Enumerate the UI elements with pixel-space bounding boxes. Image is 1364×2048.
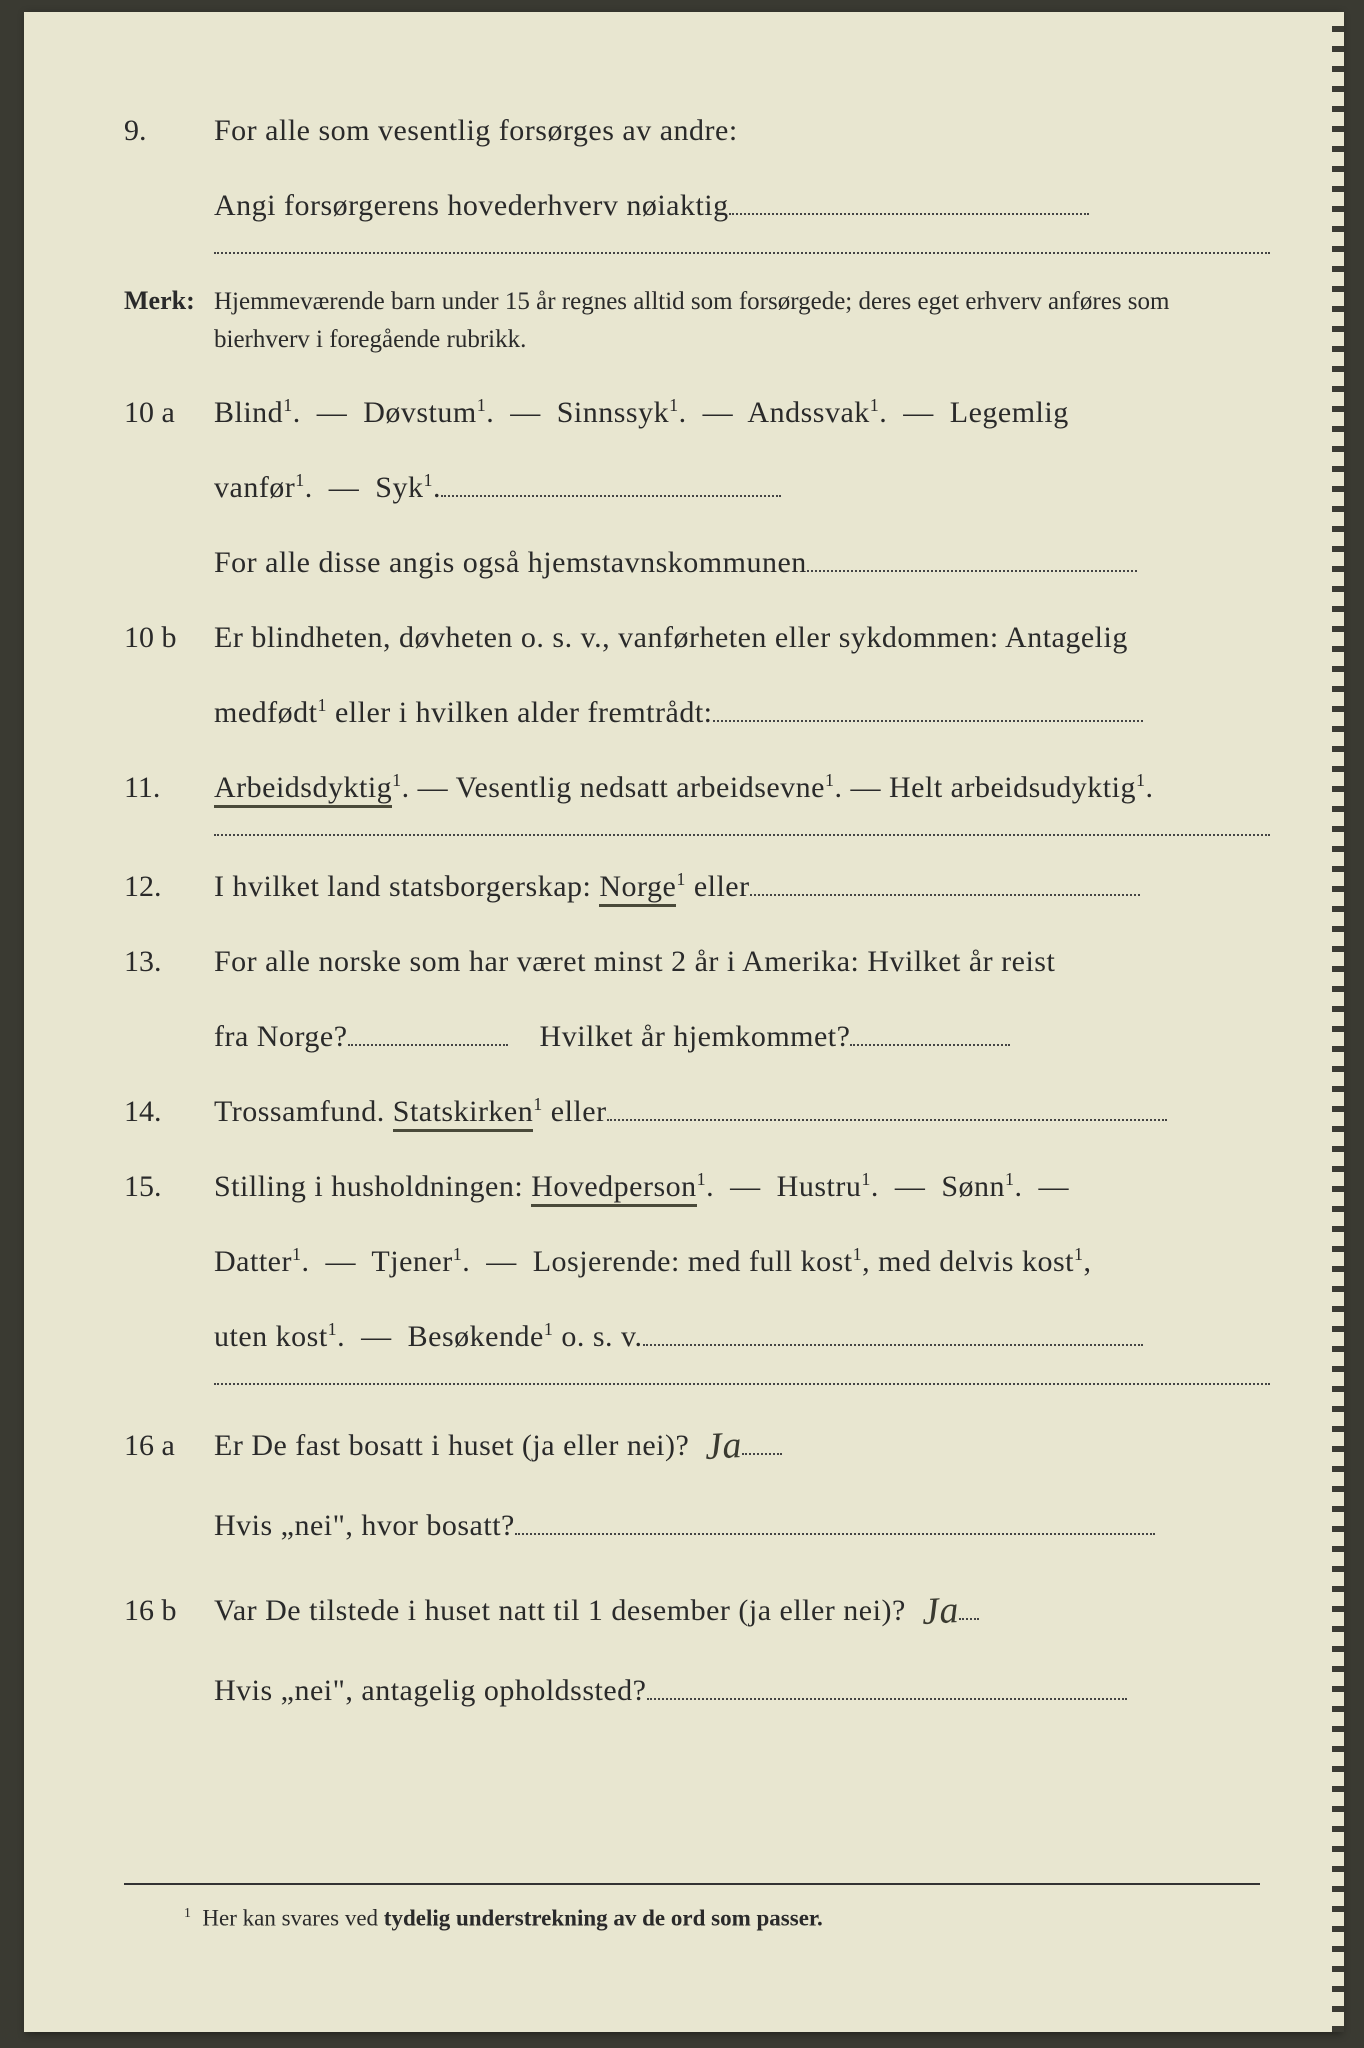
question-10a: 10 a Blind1. — Døvstum1. — Sinnssyk1. — … <box>124 384 1270 441</box>
q12-fill <box>750 894 1140 896</box>
q9-continuation-line <box>214 252 1270 254</box>
q13-fill1 <box>348 1044 508 1046</box>
question-16a: 16 a Er De fast bosatt i huset (ja eller… <box>124 1407 1270 1479</box>
census-form-page: 9. For alle som vesentlig forsørges av a… <box>24 12 1340 2032</box>
q10b-line1: Er blindheten, døvheten o. s. v., vanfør… <box>214 609 1270 666</box>
q12-number: 12. <box>124 858 214 915</box>
merk-label: Merk: <box>124 276 214 325</box>
q15-fill <box>643 1344 1143 1346</box>
q13-line2: fra Norge? Hvilket år hjemkommet? <box>124 1008 1270 1065</box>
merk-note: Merk: Hjemmeværende barn under 15 år reg… <box>124 276 1270 358</box>
q15-line1: Stilling i husholdningen: Hovedperson1. … <box>214 1158 1270 1215</box>
merk-text: Hjemmeværende barn under 15 år regnes al… <box>214 283 1270 358</box>
q12-underlined: Norge <box>599 870 676 907</box>
q11-underlined: Arbeidsdyktig <box>214 771 392 808</box>
q15-underlined: Hovedperson <box>531 1170 696 1207</box>
question-12: 12. I hvilket land statsborgerskap: Norg… <box>124 858 1270 915</box>
q16a-fill <box>515 1533 1155 1535</box>
q9-text-line1: For alle som vesentlig forsørges av andr… <box>214 102 1270 159</box>
q16a-number: 16 a <box>124 1417 214 1474</box>
q15-line2: Datter1. — Tjener1. — Losjerende: med fu… <box>124 1233 1270 1290</box>
question-11: 11. Arbeidsdyktig1. — Vesentlig nedsatt … <box>124 759 1270 816</box>
q13-fill2 <box>850 1044 1010 1046</box>
q14-fill <box>607 1119 1167 1121</box>
q14-text: Trossamfund. Statskirken1 eller <box>214 1083 1270 1140</box>
question-14: 14. Trossamfund. Statskirken1 eller <box>124 1083 1270 1140</box>
footnote: 1 Her kan svares ved tydelig understrekn… <box>124 1883 1260 1932</box>
q16b-answer: Ja <box>920 1574 961 1648</box>
q9-line2: Angi forsørgerens hovederhverv nøiaktig <box>124 177 1270 234</box>
q10a-line3: For alle disse angis også hjemstavnskomm… <box>124 534 1270 591</box>
question-13: 13. For alle norske som har været minst … <box>124 933 1270 990</box>
q15-number: 15. <box>124 1158 214 1215</box>
q10b-line2: medfødt1 eller i hvilken alder fremtrådt… <box>124 684 1270 741</box>
q10a-fill <box>441 495 781 497</box>
footnote-num: 1 <box>184 1905 191 1920</box>
question-16b: 16 b Var De tilstede i huset natt til 1 … <box>124 1572 1270 1644</box>
q16a-answer: Ja <box>703 1409 744 1483</box>
q14-underlined: Statskirken <box>393 1095 534 1132</box>
q9-text-line2: Angi forsørgerens hovederhverv nøiaktig <box>214 189 729 222</box>
q16a-line2: Hvis „nei", hvor bosatt? <box>124 1497 1270 1554</box>
q16b-fill <box>647 1698 1127 1700</box>
q13-line1: For alle norske som har været minst 2 år… <box>214 933 1270 990</box>
q10b-number: 10 b <box>124 609 214 666</box>
q10a-line1: Blind1. — Døvstum1. — Sinnssyk1. — Andss… <box>214 384 1270 441</box>
q9-fill-line <box>729 213 1089 215</box>
q9-number: 9. <box>124 102 214 159</box>
q14-number: 14. <box>124 1083 214 1140</box>
q11-continuation <box>214 834 1270 836</box>
q10b-fill <box>713 720 1143 722</box>
q13-number: 13. <box>124 933 214 990</box>
perforation-edge <box>1332 12 1344 2032</box>
q12-text: I hvilket land statsborgerskap: Norge1 e… <box>214 858 1270 915</box>
q11-text: Arbeidsdyktig1. — Vesentlig nedsatt arbe… <box>214 759 1270 816</box>
question-9: 9. For alle som vesentlig forsørges av a… <box>124 102 1270 159</box>
question-10b: 10 b Er blindheten, døvheten o. s. v., v… <box>124 609 1270 666</box>
q10a-fill2 <box>807 570 1137 572</box>
q11-number: 11. <box>124 759 214 816</box>
q15-continuation <box>214 1383 1270 1385</box>
q16b-number: 16 b <box>124 1582 214 1639</box>
question-15: 15. Stilling i husholdningen: Hovedperso… <box>124 1158 1270 1215</box>
q15-line3: uten kost1. — Besøkende1 o. s. v. <box>124 1308 1270 1365</box>
q10a-number: 10 a <box>124 384 214 441</box>
q16b-line2: Hvis „nei", antagelig opholdssted? <box>124 1662 1270 1719</box>
q10a-line2: vanfør1. — Syk1. <box>124 459 1270 516</box>
q16a-line1: Er De fast bosatt i huset (ja eller nei)… <box>214 1407 1270 1479</box>
q16b-line1: Var De tilstede i huset natt til 1 desem… <box>214 1572 1270 1644</box>
